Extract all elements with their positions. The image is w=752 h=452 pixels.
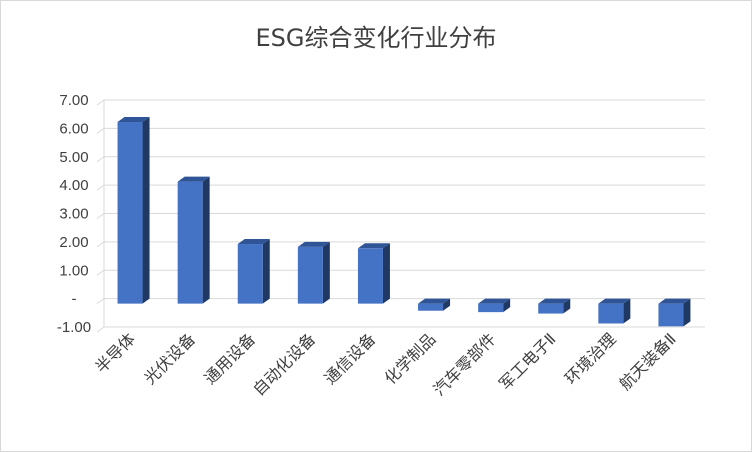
- gridline-depth: [96, 298, 105, 305]
- x-category-label: 通用设备: [200, 329, 259, 388]
- x-category-label: 军工电子Ⅱ: [495, 329, 559, 393]
- bar: [357, 248, 383, 304]
- bar-top: [117, 117, 150, 123]
- x-category-label: 半导体: [91, 329, 138, 376]
- bar: [117, 122, 143, 304]
- gridline-depth: [96, 326, 105, 333]
- bar-top: [418, 298, 451, 304]
- bar-side: [563, 298, 571, 314]
- y-tick-label: 5.00: [59, 149, 88, 166]
- bar-top: [658, 298, 691, 304]
- bar-side: [443, 298, 451, 311]
- bar-top: [598, 298, 631, 304]
- bar: [237, 244, 263, 304]
- y-tick-label: 2.00: [59, 234, 88, 251]
- y-tick-label: 6.00: [59, 120, 88, 137]
- y-tick-label: -: [72, 291, 77, 308]
- bar: [418, 303, 444, 311]
- bar: [177, 181, 203, 304]
- bar-top: [177, 176, 210, 182]
- gridline-depth: [96, 241, 105, 248]
- gridline-depth: [96, 127, 105, 134]
- x-category-label: 化学制品: [381, 329, 440, 388]
- gridline-depth: [96, 269, 105, 276]
- bar-side: [142, 117, 150, 304]
- bar-top: [297, 241, 330, 247]
- x-category-label: 通信设备: [321, 329, 380, 388]
- x-category-label: 航天装备Ⅱ: [616, 329, 680, 393]
- bar: [538, 303, 564, 314]
- bar-side: [202, 176, 210, 304]
- gridline-depth: [96, 213, 105, 219]
- gridline-depth: [96, 184, 105, 191]
- bar-side: [382, 243, 390, 304]
- bar: [478, 303, 504, 313]
- bar-side: [623, 298, 631, 324]
- y-tick-label: 4.00: [59, 177, 88, 194]
- bar-top: [357, 243, 390, 249]
- bar-top: [538, 298, 571, 304]
- bar-top: [237, 239, 270, 245]
- x-category-label: 自动化设备: [249, 329, 319, 399]
- y-tick-label: 1.00: [59, 262, 88, 279]
- x-category-label: 光伏设备: [140, 329, 199, 388]
- bar: [658, 303, 684, 327]
- bar-side: [322, 241, 330, 304]
- bar: [297, 246, 323, 304]
- gridline-depth: [96, 99, 105, 106]
- bar-side: [503, 298, 511, 313]
- bar-side: [262, 239, 270, 304]
- y-tick-label: -1.00: [57, 319, 91, 336]
- x-category-label: 汽车零部件: [429, 329, 499, 399]
- y-tick-label: 3.00: [59, 206, 88, 223]
- bar: [598, 303, 624, 324]
- bar-side: [683, 298, 691, 327]
- x-category-label: 环境治理: [561, 329, 620, 388]
- chart-title: ESG综合变化行业分布: [255, 24, 497, 52]
- bar-top: [478, 298, 511, 304]
- y-tick-label: 7.00: [59, 92, 88, 109]
- gridline-depth: [96, 156, 105, 163]
